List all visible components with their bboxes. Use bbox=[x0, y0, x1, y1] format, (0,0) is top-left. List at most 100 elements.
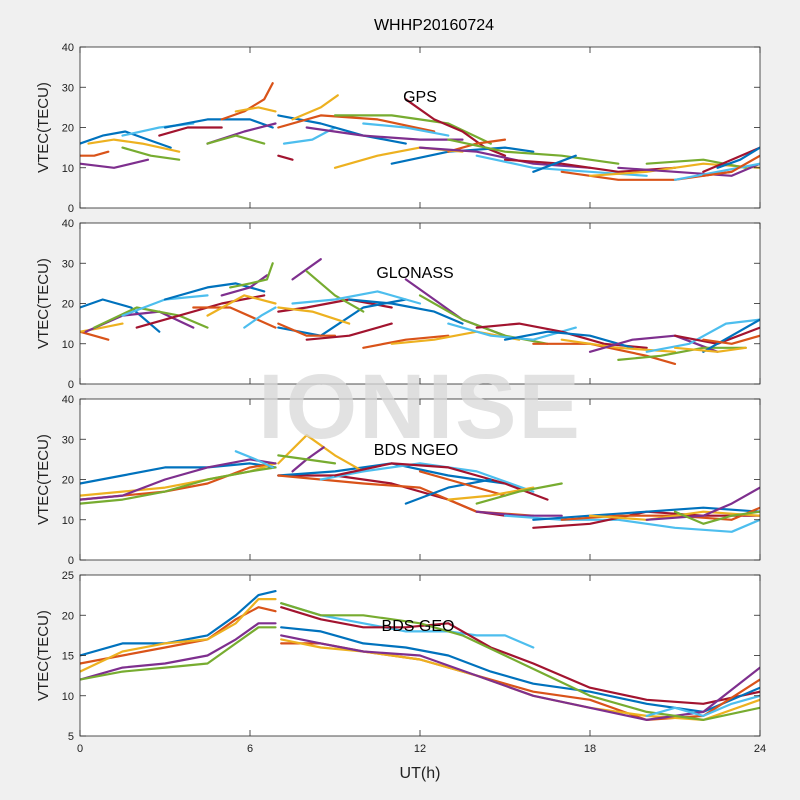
y-tick-label: 20 bbox=[62, 123, 74, 135]
panel-4: 5 10 15 20 25 0 6 12 18 24 VTEC(TECU) BDS GEO bbox=[35, 570, 766, 755]
series-line bbox=[280, 606, 760, 705]
series-line bbox=[277, 306, 351, 325]
series-line bbox=[80, 150, 110, 157]
series-line bbox=[390, 146, 535, 165]
watermark: IONISE bbox=[258, 356, 582, 458]
panel-label: BDS NGEO bbox=[374, 442, 458, 459]
y-tick-label: 0 bbox=[68, 379, 74, 391]
series-line bbox=[362, 334, 450, 349]
series-line bbox=[291, 290, 422, 305]
series-line bbox=[80, 589, 277, 657]
x-tick-label: 6 bbox=[247, 743, 253, 755]
y-axis-label: VTEC(TECU) bbox=[35, 610, 52, 701]
series-line bbox=[280, 602, 535, 649]
y-tick-label: 0 bbox=[68, 555, 74, 567]
x-tick-label: 24 bbox=[754, 743, 766, 755]
series-line bbox=[192, 306, 277, 329]
series-line bbox=[532, 154, 577, 173]
series-group bbox=[80, 258, 760, 365]
y-axis-label: VTEC(TECU) bbox=[35, 434, 52, 525]
series-line bbox=[404, 478, 492, 505]
series-line bbox=[80, 626, 277, 681]
series-line bbox=[229, 262, 274, 289]
series-line bbox=[280, 602, 760, 722]
y-tick-label: 30 bbox=[62, 258, 74, 270]
series-line bbox=[702, 334, 760, 345]
plot-area bbox=[80, 399, 760, 560]
series-line bbox=[80, 458, 277, 501]
panels: 0 10 20 30 40 VTEC(TECU) GPS 0 10 20 30 40 VTEC(TECU… bbox=[35, 42, 766, 755]
series-line bbox=[333, 114, 492, 145]
series-line bbox=[673, 346, 747, 353]
y-tick-label: 20 bbox=[62, 475, 74, 487]
series-line bbox=[277, 434, 365, 473]
series-line bbox=[588, 334, 719, 353]
series-line bbox=[80, 330, 110, 341]
y-tick-label: 40 bbox=[62, 394, 74, 406]
y-tick-label: 0 bbox=[68, 203, 74, 215]
panel-label: GPS bbox=[403, 89, 437, 106]
series-line bbox=[447, 138, 620, 165]
y-tick-label: 40 bbox=[62, 218, 74, 230]
series-line bbox=[503, 330, 634, 349]
y-tick-label: 40 bbox=[62, 42, 74, 54]
series-line bbox=[234, 106, 277, 113]
series-line bbox=[418, 146, 592, 169]
panel-1: 0 10 20 30 40 VTEC(TECU) GPS bbox=[35, 42, 761, 215]
series-line bbox=[348, 298, 464, 325]
series-line bbox=[234, 450, 274, 469]
series-line bbox=[532, 506, 760, 521]
series-line bbox=[80, 298, 161, 333]
series-line bbox=[645, 318, 760, 353]
series-line bbox=[277, 114, 407, 145]
series-line bbox=[305, 270, 365, 313]
series-line bbox=[702, 318, 760, 353]
figure-title: WHHP20160724 bbox=[374, 17, 494, 34]
y-tick-label: 30 bbox=[62, 82, 74, 94]
series-line bbox=[277, 322, 337, 337]
panel-2: 0 10 20 30 40 VTEC(TECU) GLONASS bbox=[35, 218, 761, 391]
series-line bbox=[617, 346, 747, 361]
y-tick-label: 20 bbox=[62, 299, 74, 311]
y-tick-label: 20 bbox=[62, 610, 74, 622]
y-tick-label: 30 bbox=[62, 434, 74, 446]
series-line bbox=[80, 158, 150, 169]
series-line bbox=[588, 510, 760, 521]
series-group bbox=[80, 434, 760, 533]
series-line bbox=[93, 306, 209, 329]
series-line bbox=[80, 622, 277, 681]
series-line bbox=[80, 597, 277, 673]
series-line bbox=[277, 154, 294, 161]
series-line bbox=[280, 626, 760, 714]
series-line bbox=[277, 114, 436, 133]
series-group bbox=[80, 82, 760, 181]
series-line bbox=[291, 94, 339, 121]
y-tick-label: 10 bbox=[62, 339, 74, 351]
series-line bbox=[532, 342, 677, 365]
series-line bbox=[475, 322, 648, 349]
series-group bbox=[80, 589, 760, 722]
series-line bbox=[80, 466, 277, 505]
series-line bbox=[206, 294, 277, 317]
series-line bbox=[645, 486, 760, 521]
x-tick-label: 18 bbox=[584, 743, 596, 755]
series-line bbox=[319, 462, 535, 493]
series-line bbox=[404, 98, 507, 157]
y-tick-label: 15 bbox=[62, 651, 74, 663]
y-axis-label: VTEC(TECU) bbox=[35, 82, 52, 173]
panel-3: 0 10 20 30 40 VTEC(TECU) BDS NGEO bbox=[35, 394, 761, 567]
x-tick-label: 12 bbox=[414, 743, 426, 755]
series-line bbox=[80, 130, 172, 149]
panel-label: GLONASS bbox=[376, 265, 453, 282]
series-line bbox=[87, 138, 181, 153]
y-tick-label: 25 bbox=[62, 570, 74, 582]
series-line bbox=[80, 462, 277, 485]
series-line bbox=[645, 158, 747, 169]
series-line bbox=[362, 122, 450, 137]
series-line bbox=[220, 274, 269, 297]
series-line bbox=[206, 134, 266, 145]
series-line bbox=[673, 510, 760, 525]
y-axis-label: VTEC(TECU) bbox=[35, 258, 52, 349]
series-line bbox=[121, 146, 181, 161]
